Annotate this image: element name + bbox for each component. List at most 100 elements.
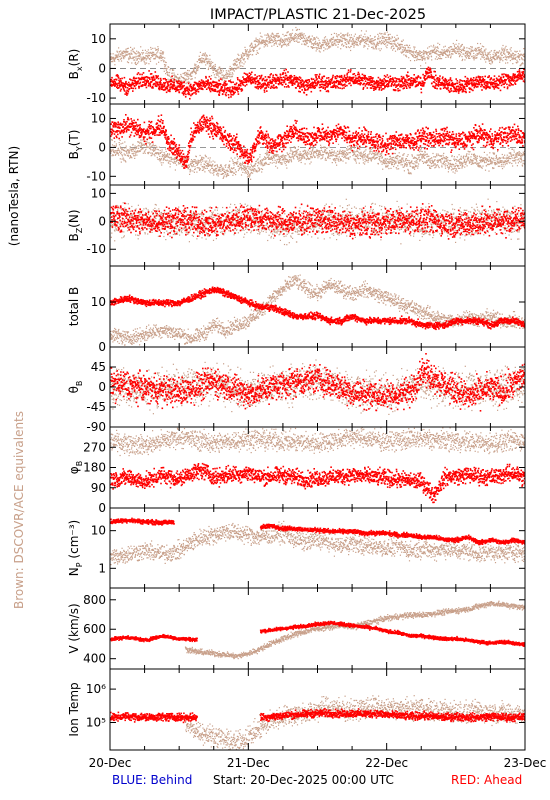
- panel-bx-series-red-point: [369, 87, 372, 89]
- panel-by-series-brown-point: [288, 155, 291, 157]
- panel-by-series-brown-point: [216, 167, 218, 170]
- panel-bx-series-red-point: [323, 84, 326, 87]
- panel-bx-series-red-point: [395, 86, 397, 88]
- panel-bx-series-brown-point: [177, 80, 179, 82]
- panel-bx-series-red-point: [302, 80, 304, 82]
- panel-bx-series-red-point: [442, 87, 445, 89]
- panel-by-series-brown-point: [203, 157, 205, 159]
- panel-bx-series-red-point: [195, 90, 198, 93]
- panel-bx-series-red-point: [365, 77, 368, 79]
- panel-bx-series-red-point: [173, 85, 176, 87]
- panel-by-series-brown-point: [223, 168, 225, 170]
- panel-bx-series-brown-point: [485, 61, 487, 63]
- panel-bx-series-red-point: [450, 90, 453, 92]
- panel-bx-series-red-point: [437, 77, 439, 79]
- panel-bx-series-red-point: [282, 73, 284, 75]
- panel-bx-series-red-point: [486, 81, 489, 83]
- panel-bx-series-brown-point: [267, 33, 269, 35]
- panel-bx-series-red-point: [289, 76, 291, 78]
- panel-bx-series-brown-point: [227, 72, 229, 74]
- panel-bx-series-red-point: [179, 82, 181, 85]
- panel-bx-series-red-point: [434, 79, 436, 81]
- panel-bx-series-red-point: [181, 82, 183, 84]
- panel-bx-series-brown-point: [319, 41, 321, 44]
- panel-bx-series-red-point: [472, 89, 474, 92]
- panel-bx-series-red-point: [118, 87, 120, 89]
- panel-bx-series-brown-point: [348, 43, 350, 45]
- panel-by-series-brown-point: [257, 165, 259, 167]
- panel-bx-series-brown-point: [296, 33, 298, 35]
- panel-bx-series-red-point: [169, 90, 171, 93]
- panel-bx-series-red-point: [403, 87, 406, 89]
- panel-bx-series-red-point: [499, 89, 502, 92]
- panel-bx-series-brown-point: [503, 50, 505, 52]
- panel-bx-series-brown-point: [252, 50, 255, 52]
- panel-bx-series-brown-point: [150, 57, 152, 59]
- panel-bx-series-brown-point: [163, 60, 165, 62]
- panel-by-series-brown-point: [207, 163, 209, 165]
- panel-bx-series-red-point: [427, 75, 429, 78]
- panel-bx-series-brown-point: [480, 53, 482, 55]
- panel-bx-series-brown-point: [471, 47, 473, 49]
- panel-bx-series-red-point: [136, 73, 139, 76]
- panel-bx-series-brown-point: [205, 64, 207, 66]
- panel-bx-series-brown-point: [131, 62, 133, 64]
- panel-bx-series-brown-point: [126, 54, 128, 56]
- panel-bx-series-brown-point: [195, 64, 197, 66]
- panel-bx-series-brown-point: [352, 37, 354, 39]
- panel-bx-series-brown-point: [178, 78, 180, 80]
- panel-bx-series-brown-point: [473, 52, 475, 54]
- panel-bx-series-brown-point: [188, 77, 190, 79]
- panel-by-series-brown-point: [296, 156, 299, 158]
- panel-by-series-brown-point: [174, 162, 176, 164]
- panel-bx-series-red-point: [502, 76, 505, 79]
- panel-bx-series-red-point: [472, 84, 475, 86]
- panel-by-series-brown-point: [119, 151, 121, 153]
- panel-bx-series-brown-point: [365, 40, 367, 42]
- panel-bx-series-red-point: [364, 78, 366, 80]
- panel-bx-series-brown-point: [327, 41, 329, 43]
- panel-bx-series-brown-point: [214, 69, 216, 71]
- panel-bx-series-red-point: [245, 78, 248, 81]
- panel-by-series-brown-point: [188, 166, 190, 168]
- panel-bx-series-brown-point: [515, 54, 517, 56]
- panel-by-series-brown-point: [262, 159, 264, 161]
- panel-by-series-brown-point: [264, 156, 266, 158]
- panel-by-series-brown-point: [119, 158, 121, 160]
- panel-bx-series-red-point: [493, 88, 496, 90]
- panel-bx-series-red-point: [381, 84, 383, 87]
- panel-bx-series-brown-point: [364, 36, 366, 38]
- panel-bx-series-brown-point: [260, 35, 262, 37]
- panel-by-series-brown-point: [274, 159, 276, 161]
- panel-bx-series-brown-point: [426, 56, 428, 58]
- panel-by-series-brown-point: [238, 165, 240, 167]
- panel-bx-series-red-point: [259, 82, 261, 85]
- panel-bx-series-red-point: [181, 87, 183, 90]
- panel-by-series-brown-point: [214, 161, 216, 163]
- panel-bx-series-red-point: [232, 81, 234, 83]
- panel-bx-series-red-point: [299, 87, 301, 89]
- panel-bx-series-red-point: [221, 86, 223, 88]
- panel-by-series-brown-point: [176, 159, 178, 161]
- panel-bx-series-brown-point: [357, 44, 359, 47]
- panel-bx-series-brown-point: [127, 62, 130, 64]
- panel-by-series-brown-point: [185, 157, 187, 159]
- panel-bx-series-red-point: [245, 81, 248, 83]
- panel-by-series-brown-point: [154, 155, 156, 157]
- panel-bx-series-brown-point: [347, 46, 349, 48]
- panel-bx-series-brown-point: [133, 59, 135, 61]
- panel-by-series-brown-point: [190, 160, 192, 163]
- panel-bx-series-brown-point: [186, 74, 188, 76]
- panel-bx-series-brown-point: [194, 63, 196, 65]
- panel-bx-series-brown-point: [208, 61, 210, 63]
- panel-bx-series-red-point: [210, 84, 213, 86]
- panel-bx-series-brown-point: [467, 55, 469, 57]
- panel-bx-series-red-point: [315, 79, 318, 81]
- panel-by-series-brown-point: [157, 158, 159, 160]
- panel-bx-series-red-point: [318, 81, 320, 84]
- panel-by-series-brown-point: [162, 156, 164, 158]
- panel-by-series-brown-point: [269, 158, 271, 160]
- panel-bx-series-brown-point: [278, 43, 280, 45]
- panel-by-series-brown-point: [134, 155, 136, 157]
- panel-bx-series-brown-point: [469, 51, 471, 53]
